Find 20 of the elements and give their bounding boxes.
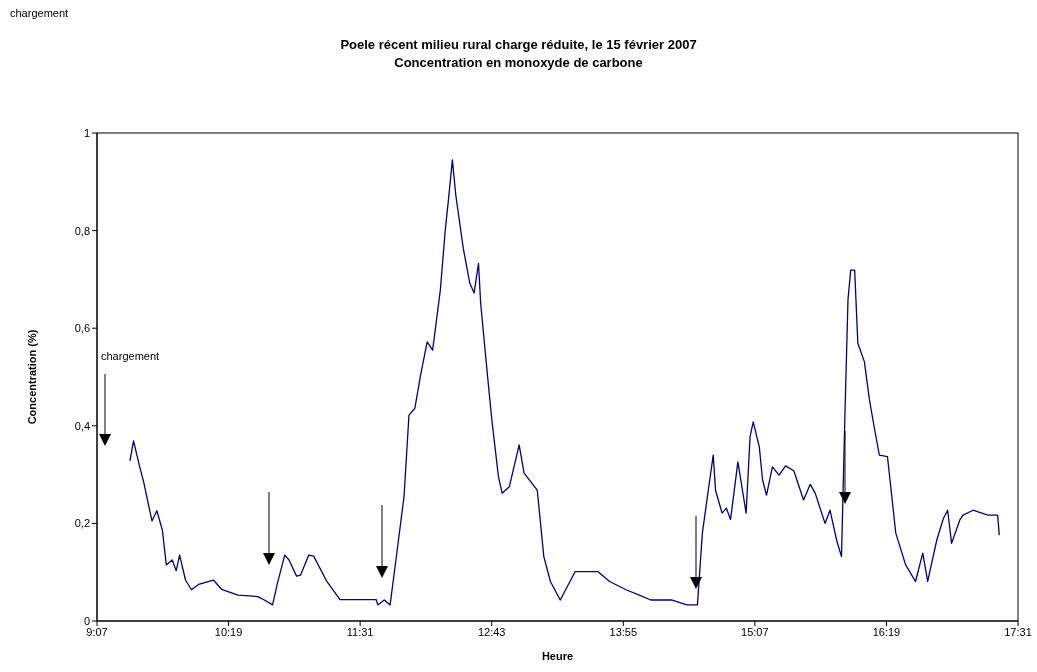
x-tick-label: 15:07 — [741, 625, 769, 638]
x-tick-label: 13:55 — [609, 625, 638, 638]
x-tick-label: 16:19 — [872, 625, 901, 638]
y-tick-label: 0,2 — [74, 517, 90, 530]
y-tick-label: 0,8 — [74, 224, 90, 237]
y-tick-label: 1 — [83, 126, 90, 139]
chart-subtitle: Concentration en monoxyde de carbone — [393, 54, 644, 72]
x-tick-label: 17:31 — [1004, 625, 1032, 638]
text: chargement — [10, 7, 69, 19]
x-axis-title: Heure — [541, 650, 574, 662]
x-tick-label: 11:31 — [346, 625, 374, 638]
chart-title: Poele récent milieu rural charge réduite, le 15 février 2007 — [339, 36, 698, 54]
y-tick-label: 0 — [83, 614, 90, 627]
annotation: chargement — [101, 350, 160, 362]
y-axis-title: Concentration (%) — [25, 329, 38, 425]
y-tick-label: 0,4 — [74, 419, 90, 432]
x-tick-label: 9:07 — [86, 625, 108, 638]
x-tick-label: 10:19 — [214, 625, 243, 638]
y-tick-label: 0,6 — [74, 322, 90, 335]
x-tick-label: 12:43 — [477, 625, 506, 638]
